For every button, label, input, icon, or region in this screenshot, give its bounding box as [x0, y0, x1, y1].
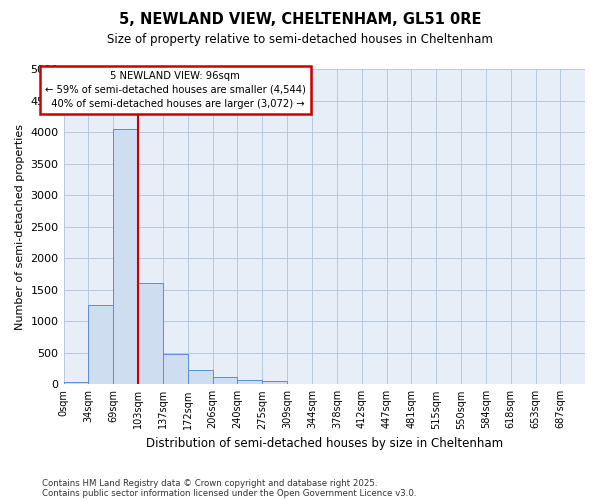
- Bar: [212, 377, 237, 384]
- Bar: [163, 354, 188, 384]
- Bar: [64, 382, 88, 384]
- Bar: [113, 129, 138, 384]
- Text: 5 NEWLAND VIEW: 96sqm
← 59% of semi-detached houses are smaller (4,544)
  40% of: 5 NEWLAND VIEW: 96sqm ← 59% of semi-deta…: [45, 71, 306, 109]
- Bar: [188, 370, 212, 384]
- Bar: [262, 381, 287, 384]
- Bar: [88, 306, 113, 384]
- Text: 5, NEWLAND VIEW, CHELTENHAM, GL51 0RE: 5, NEWLAND VIEW, CHELTENHAM, GL51 0RE: [119, 12, 481, 28]
- Text: Contains public sector information licensed under the Open Government Licence v3: Contains public sector information licen…: [42, 488, 416, 498]
- Text: Size of property relative to semi-detached houses in Cheltenham: Size of property relative to semi-detach…: [107, 32, 493, 46]
- Bar: [138, 284, 163, 384]
- Y-axis label: Number of semi-detached properties: Number of semi-detached properties: [15, 124, 25, 330]
- Text: Contains HM Land Registry data © Crown copyright and database right 2025.: Contains HM Land Registry data © Crown c…: [42, 478, 377, 488]
- Bar: [237, 380, 262, 384]
- X-axis label: Distribution of semi-detached houses by size in Cheltenham: Distribution of semi-detached houses by …: [146, 437, 503, 450]
